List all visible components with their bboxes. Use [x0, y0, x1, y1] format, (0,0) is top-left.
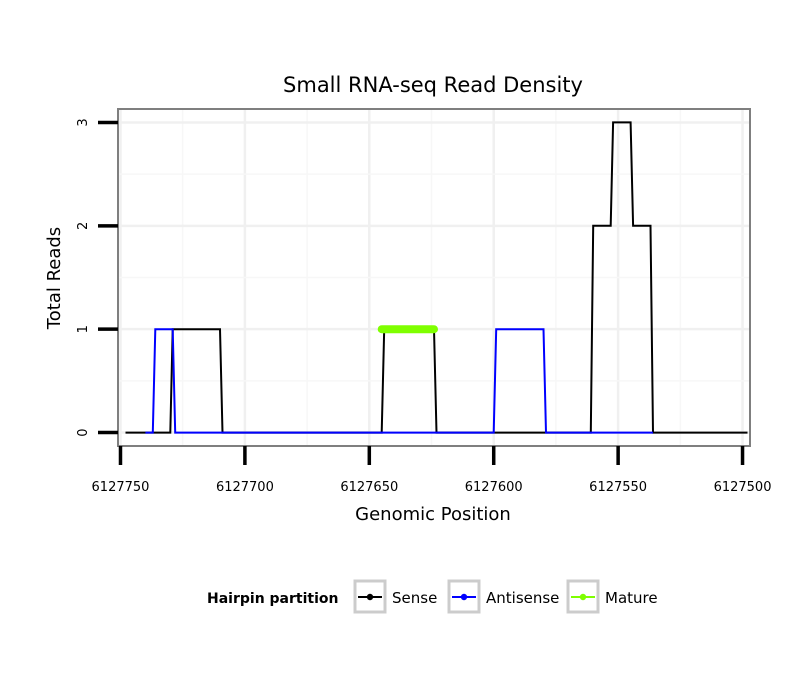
legend: Hairpin partition Sense Antisense Mature: [207, 579, 658, 614]
y-tick-label: 0: [76, 428, 91, 436]
legend-key-point: [366, 593, 374, 601]
legend-title: Hairpin partition: [207, 591, 338, 607]
series-lines: [125, 121, 748, 434]
y-axis-title: Total Reads: [44, 227, 65, 330]
legend-label: Mature: [605, 589, 658, 607]
x-tick-label: 6127700: [216, 480, 274, 495]
legend-item-antisense: Antisense: [447, 579, 559, 614]
x-axis: 6127750 6127700 6127650 6127600 6127550 61275…: [92, 446, 772, 495]
y-tick-label: 2: [76, 222, 91, 230]
grid: [118, 109, 750, 446]
legend-item-sense: Sense: [353, 579, 437, 614]
series-line-sense: [125, 121, 748, 434]
x-tick-label: 6127650: [340, 480, 398, 495]
x-tick-label: 6127600: [465, 480, 523, 495]
legend-key-point: [579, 593, 587, 601]
x-tick-label: 6127550: [589, 480, 647, 495]
x-tick-label: 6127750: [92, 480, 150, 495]
legend-item-mature: Mature: [566, 579, 658, 614]
plot-panel-border: [117, 108, 751, 447]
chart-title: Small RNA-seq Read Density: [283, 73, 583, 97]
legend-label: Antisense: [486, 589, 559, 607]
y-axis: 0 1 2 3: [76, 118, 118, 437]
series-line-antisense: [145, 328, 653, 434]
y-tick-label: 3: [76, 118, 91, 126]
legend-key-point: [460, 593, 468, 601]
x-axis-title: Genomic Position: [355, 504, 511, 525]
y-tick-label: 1: [76, 325, 91, 333]
x-tick-label: 6127500: [714, 480, 772, 495]
legend-label: Sense: [392, 589, 437, 607]
